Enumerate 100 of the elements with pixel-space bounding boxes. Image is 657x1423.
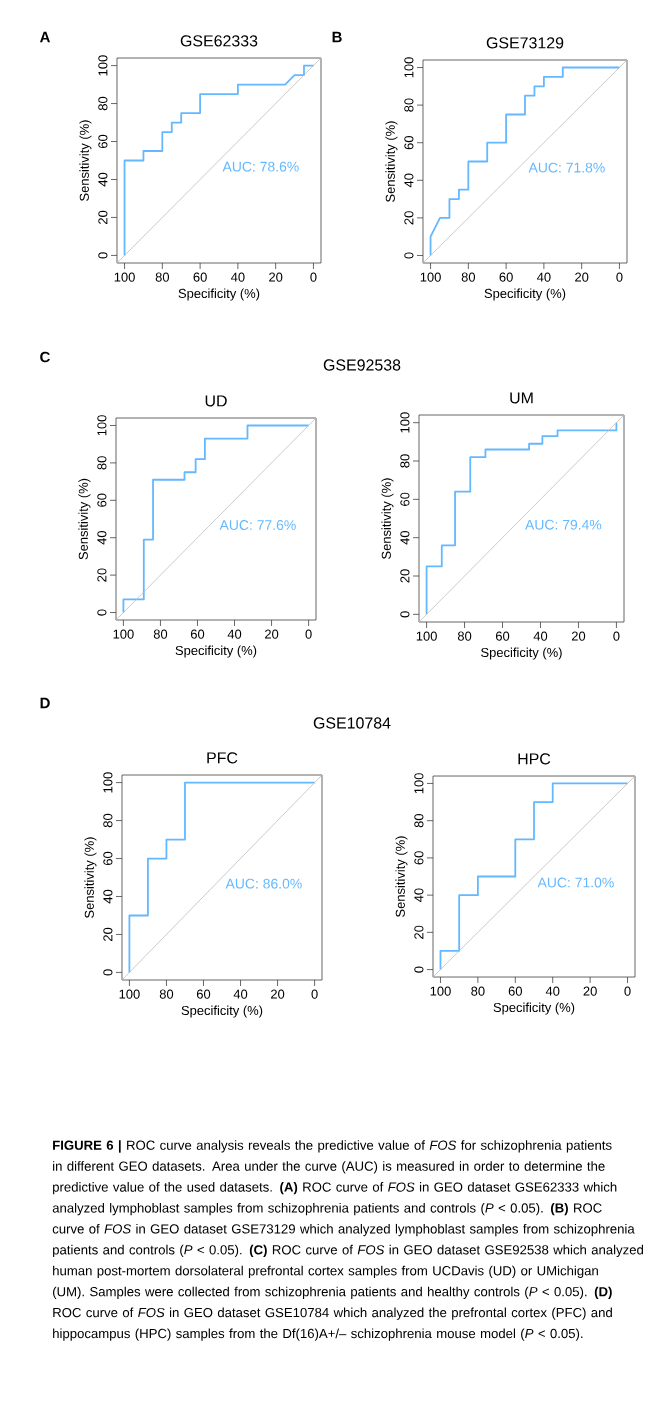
text: B [332,31,342,43]
x-tick-label: 0 [311,989,318,999]
x-tick-label: 0 [305,629,312,639]
chart-title: UM [510,392,533,404]
x-tick-label: 40 [230,272,245,282]
annotation: AUC: 79.4% [525,519,602,530]
y-tick-label: 0 [97,609,107,616]
x-tick-label: 100 [119,989,140,999]
x-tick-label: 20 [265,629,279,639]
x-tick-label: 40 [536,272,551,282]
x-tick-label: 60 [508,986,522,996]
text: A [39,31,50,43]
x-tick-label: 0 [624,986,631,996]
chart-title: UD [205,395,227,407]
x-tick-label: 20 [583,986,597,996]
x-axis-title: Specificity (%) [481,647,562,660]
x-axis-title: Specificity (%) [175,645,257,658]
y-tick-label: 60 [103,851,113,866]
y-tick-label: 100 [414,773,424,794]
x-tick-label: 20 [571,631,586,641]
x-axis-title: Specificity (%) [181,1005,263,1018]
text: FIGURE 6 | ROC curve analysis reveals the predictive value of FOS for schizophrenia patients in different GEO datasets. Area under the curve (AUC) is measured in order to determine the predictive value of the used datasets. (A) ROC curve of FOS in GEO dataset GSE62333 which analyzed lymphoblast samples from schizophrenia patients and controls (P < 0.05). (B) ROC curve of FOS in GEO dataset GSE73129 which analyzed lymphoblast samples from schizophrenia patients and controls (P < 0.05). (C) ROC curve of FOS in GEO dataset GSE92538 which analyzed human post-mortem dorsolateral prefrontal cortex samples from UCDavis (UD) or UMichigan (UM). Samples were collected from schizophrenia patients and healthy controls (P < 0.05). (D) ROC curve of FOS in GEO dataset GSE10784 which analyzed the prefrontal cortex (PFC) and hippocampus (HPC) samples from the Df(16)A+/– schizophrenia mouse model (P < 0.05). [52,1140,643,1341]
y-tick-label: 40 [414,888,424,903]
y-tick-label: 60 [414,851,424,865]
y-axis-title: Sensitivity (%) [381,478,394,559]
x-tick-label: 60 [495,631,510,641]
y-tick-label: 40 [98,172,108,187]
y-tick-label: 60 [98,134,108,149]
y-tick-label: 0 [400,611,410,618]
x-tick-label: 60 [499,272,513,282]
x-tick-label: 20 [271,989,285,999]
x-tick-label: 80 [155,272,170,282]
y-tick-label: 80 [414,813,424,828]
x-axis-title: Specificity (%) [484,288,566,301]
x-tick-label: 40 [227,629,242,639]
x-axis-title: Specificity (%) [493,1002,575,1015]
x-tick-label: 100 [430,986,451,996]
x-tick-label: 60 [193,272,207,282]
x-tick-label: 20 [269,272,283,282]
y-axis-title: Sensitivity (%) [84,837,97,918]
y-tick-label: 60 [404,136,414,150]
x-tick-label: 40 [233,989,248,999]
y-tick-label: 40 [103,889,113,904]
y-tick-label: 20 [404,211,414,225]
y-tick-label: 80 [400,454,410,468]
y-tick-label: 80 [98,96,108,111]
chart-title: PFC [207,752,238,764]
text: C [40,351,50,363]
y-tick-label: 80 [97,456,107,470]
y-tick-label: 40 [400,530,410,545]
x-tick-label: 80 [159,989,174,999]
chart-title: GSE73129 [486,37,564,49]
y-tick-label: 20 [103,927,113,941]
x-tick-label: 40 [533,631,548,641]
y-tick-label: 100 [97,415,107,436]
y-tick-label: 40 [97,531,107,545]
y-axis-title: Sensitivity (%) [78,478,91,560]
annotation: AUC: 77.6% [219,520,296,531]
chart-title: HPC [518,753,551,765]
x-tick-label: 100 [114,272,135,282]
y-tick-label: 0 [414,966,424,973]
annotation: AUC: 71.0% [537,877,614,888]
x-tick-label: 0 [310,272,317,282]
y-tick-label: 100 [103,772,113,793]
x-axis-title: Specificity (%) [178,288,260,301]
y-tick-label: 80 [404,98,414,112]
y-tick-label: 40 [404,173,414,188]
y-tick-label: 20 [414,925,424,939]
x-tick-label: 60 [196,989,211,999]
x-tick-label: 100 [113,629,134,639]
x-tick-label: 60 [190,629,205,639]
chart-subtitle: GSE10784 [313,717,391,729]
x-tick-label: 40 [545,986,560,996]
y-tick-label: 100 [400,412,410,433]
y-axis-title: Sensitivity (%) [79,120,92,201]
y-tick-label: 60 [400,492,410,506]
y-axis-title: Sensitivity (%) [395,836,408,917]
x-tick-label: 0 [616,272,623,282]
x-tick-label: 80 [461,272,476,282]
x-tick-label: 80 [471,986,485,996]
x-tick-label: 80 [457,631,472,641]
y-tick-label: 100 [98,55,108,76]
y-tick-label: 0 [103,969,113,976]
annotation: AUC: 86.0% [225,878,302,889]
x-tick-label: 0 [613,631,620,641]
x-tick-label: 80 [153,629,168,639]
y-tick-label: 0 [98,252,108,259]
y-tick-label: 80 [103,813,113,828]
y-tick-label: 0 [404,252,414,259]
y-tick-label: 100 [404,57,414,78]
y-tick-label: 20 [400,569,410,583]
y-tick-label: 20 [98,210,108,224]
text: GSE92538 [323,359,401,371]
annotation: AUC: 78.6% [222,161,299,172]
y-tick-label: 60 [97,493,107,507]
y-axis-title: Sensitivity (%) [385,121,398,202]
chart-title: GSE62333 [180,35,258,47]
text: D [40,697,50,709]
annotation: AUC: 71.8% [528,162,605,173]
y-tick-label: 20 [97,568,107,582]
